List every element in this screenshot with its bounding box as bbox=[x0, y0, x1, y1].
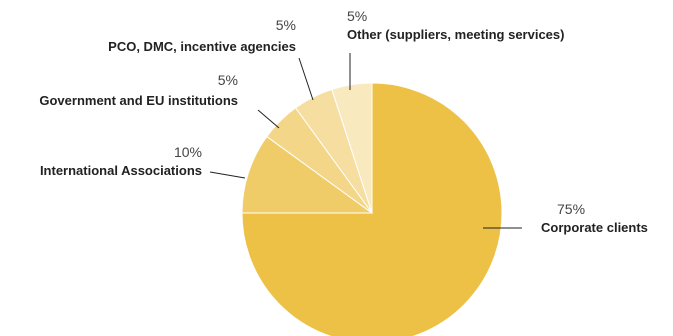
slice-category-label: Other (suppliers, meeting services) bbox=[347, 27, 564, 42]
pie-slice-corporate-clients bbox=[241, 82, 503, 336]
pie-slice-international-associations bbox=[241, 135, 374, 214]
slice-percent-label: 10% bbox=[174, 144, 202, 160]
leader-line bbox=[298, 57, 314, 101]
leader-line bbox=[209, 171, 246, 179]
slice-percent-label: 75% bbox=[557, 201, 585, 217]
leader-line bbox=[257, 109, 280, 129]
slice-percent-label: 5% bbox=[218, 72, 238, 88]
pie-slices bbox=[241, 82, 503, 336]
slice-category-label: International Associations bbox=[40, 163, 202, 178]
slice-category-label: Corporate clients bbox=[541, 220, 648, 235]
slice-category-label: Government and EU institutions bbox=[39, 93, 238, 108]
pie-slice-other-suppliers-meeting-services bbox=[331, 82, 373, 214]
slice-category-label: PCO, DMC, incentive agencies bbox=[108, 39, 296, 54]
slice-percent-label: 5% bbox=[347, 8, 367, 24]
leader-lines bbox=[209, 53, 522, 229]
slice-percent-label: 5% bbox=[276, 17, 296, 33]
slice-labels: 75% Corporate clients 10% International Ass… bbox=[39, 8, 648, 235]
